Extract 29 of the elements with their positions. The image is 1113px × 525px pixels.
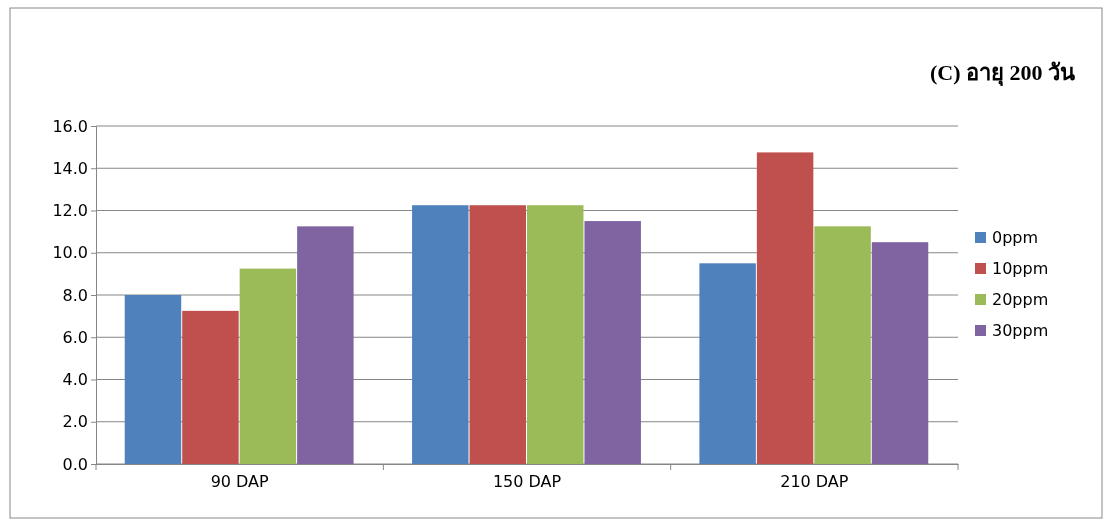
legend-label: 10ppm (992, 259, 1049, 278)
y-tick-label: 8.0 (62, 285, 88, 305)
x-tick-label: 150 DAP (492, 472, 562, 492)
y-tick-label: 4.0 (62, 370, 88, 390)
bar (871, 242, 929, 464)
legend-label: 0ppm (992, 228, 1039, 247)
y-tick-label: 10.0 (52, 243, 88, 263)
bar (182, 310, 239, 464)
bar (527, 205, 584, 464)
y-tick-label: 12.0 (52, 201, 88, 221)
x-tick-label: 210 DAP (780, 472, 849, 492)
bar (412, 205, 469, 464)
y-tick-label: 14.0 (52, 158, 88, 178)
y-tick-label: 2.0 (62, 412, 88, 432)
bar (584, 221, 641, 464)
bar (699, 263, 756, 464)
bar (756, 152, 814, 464)
bar (124, 295, 182, 464)
text: (C) อายุ 200 วัน (929, 60, 1075, 87)
y-tick-label: 0.0 (62, 454, 88, 474)
legend-label: 30ppm (992, 321, 1049, 340)
bar (814, 226, 871, 464)
x-tick-label: 90 DAP (210, 472, 270, 492)
bar (239, 268, 297, 464)
bar (297, 226, 354, 464)
y-tick-label: 6.0 (62, 327, 88, 347)
y-tick-label: 16.0 (52, 116, 88, 136)
legend-label: 20ppm (992, 290, 1049, 309)
bar (469, 205, 526, 464)
